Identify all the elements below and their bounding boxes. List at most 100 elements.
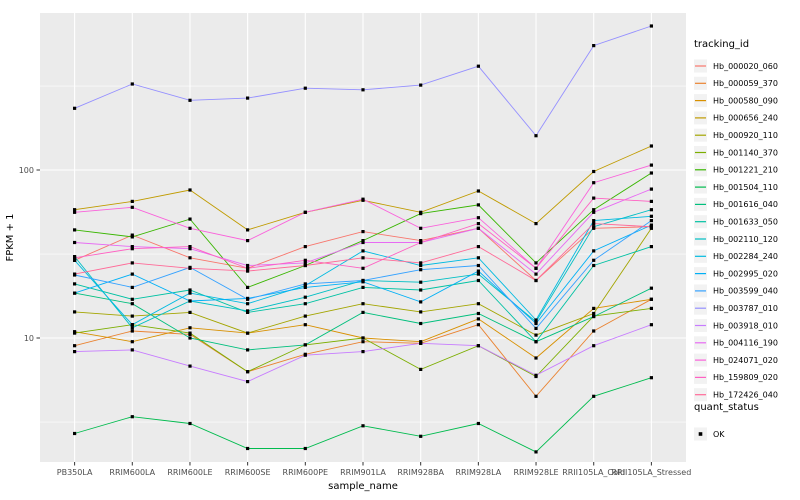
data-point: [73, 282, 77, 286]
data-point: [592, 196, 596, 200]
data-point: [188, 217, 192, 221]
data-point: [130, 247, 134, 251]
data-point: [419, 239, 423, 243]
data-point: [476, 311, 480, 316]
legend-item-Hb_003787_010: Hb_003787_010: [694, 301, 778, 315]
legend-title-tracking-id: tracking_id: [694, 39, 749, 50]
data-point: [130, 233, 134, 237]
data-point: [130, 205, 134, 209]
data-point: [534, 278, 538, 283]
data-point: [476, 421, 480, 426]
data-point: [476, 269, 480, 273]
data-point: [246, 348, 250, 352]
data-point: [476, 222, 480, 226]
legend-label: Hb_172426_040: [713, 391, 778, 400]
data-point: [476, 64, 480, 68]
data-point: [534, 333, 538, 337]
data-point: [419, 300, 423, 304]
data-point: [246, 331, 250, 335]
data-point: [188, 291, 192, 295]
data-point: [534, 266, 538, 270]
legend-label: Hb_159809_020: [713, 373, 778, 382]
data-point: [592, 44, 596, 48]
data-point: [649, 376, 653, 380]
data-point: [419, 212, 423, 216]
data-point: [188, 288, 192, 292]
data-point: [361, 197, 365, 201]
legend-item-quant-OK: OK: [694, 427, 725, 441]
data-point: [73, 272, 77, 276]
data-point: [419, 321, 423, 326]
data-point: [592, 344, 596, 348]
data-point: [303, 261, 307, 265]
x-tick-label: RRII105LA_Cold: [562, 468, 625, 477]
data-point: [130, 235, 134, 239]
x-tick-label: RRIM600LE: [167, 468, 212, 477]
data-point: [130, 323, 134, 327]
x-tick-label: RRII105LA_Stressed: [611, 468, 691, 477]
data-point: [592, 311, 596, 316]
data-point: [419, 83, 423, 87]
data-point: [130, 314, 134, 318]
data-point: [649, 323, 653, 327]
data-point: [649, 163, 653, 167]
data-point: [303, 353, 307, 357]
data-point: [246, 96, 250, 100]
data-point: [476, 278, 480, 283]
data-point: [476, 323, 480, 327]
legend-label: Hb_000020_060: [713, 62, 778, 71]
data-point: [534, 222, 538, 226]
data-point: [130, 285, 134, 289]
legend-item-Hb_000656_240: Hb_000656_240: [694, 111, 778, 125]
legend-item-Hb_001633_050: Hb_001633_050: [694, 215, 778, 229]
data-point: [419, 263, 423, 268]
legend-label: Hb_000059_370: [713, 79, 778, 88]
legend-label: Hb_002110_120: [713, 235, 778, 244]
legend-label: Hb_024071_020: [713, 356, 778, 365]
data-point: [476, 216, 480, 220]
data-point: [130, 415, 134, 419]
data-point: [303, 446, 307, 451]
legend-label: Hb_002995_020: [713, 269, 778, 278]
data-point: [592, 258, 596, 262]
legend-item-Hb_003599_040: Hb_003599_040: [694, 284, 778, 298]
legend-item-Hb_000580_090: Hb_000580_090: [694, 94, 778, 108]
data-point: [303, 323, 307, 327]
legend-item-Hb_000059_370: Hb_000059_370: [694, 76, 778, 90]
legend-label: Hb_001221_210: [713, 166, 778, 175]
legend-item-Hb_001616_040: Hb_001616_040: [694, 197, 778, 211]
legend-item-Hb_002110_120: Hb_002110_120: [694, 232, 778, 246]
data-point: [130, 348, 134, 352]
data-point: [534, 394, 538, 398]
data-point: [188, 245, 192, 249]
data-point: [130, 82, 134, 86]
data-point: [188, 226, 192, 230]
data-point: [592, 219, 596, 223]
legend-label: Hb_000656_240: [713, 114, 778, 123]
data-point: [476, 189, 480, 193]
data-point: [361, 239, 365, 243]
data-point: [303, 210, 307, 214]
data-point: [361, 302, 365, 306]
data-point: [361, 424, 365, 428]
data-point: [649, 245, 653, 249]
data-point: [303, 295, 307, 299]
data-point: [534, 272, 538, 276]
x-tick-label: RRIM600SE: [225, 468, 271, 477]
data-point: [592, 329, 596, 333]
data-point: [303, 282, 307, 286]
data-point: [73, 310, 77, 314]
data-point: [592, 225, 596, 229]
data-point: [476, 317, 480, 321]
data-point: [592, 394, 596, 398]
data-point: [188, 98, 192, 102]
data-point: [130, 302, 134, 306]
x-tick-label: PB350LA: [57, 468, 93, 477]
data-point: [534, 373, 538, 377]
data-point: [649, 144, 653, 148]
data-point: [130, 297, 134, 301]
data-point: [476, 203, 480, 207]
data-point: [73, 208, 77, 212]
data-point: [649, 24, 653, 28]
